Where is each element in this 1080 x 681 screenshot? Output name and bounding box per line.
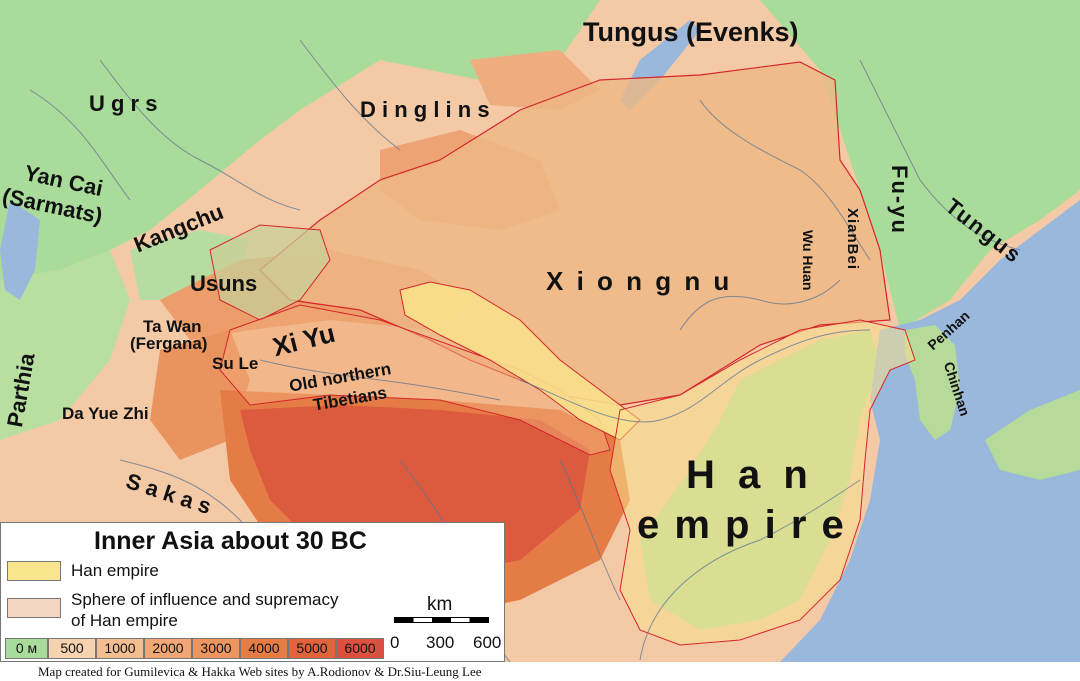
legend-label-sphere-line1: Sphere of influence and supremacy [71, 590, 339, 609]
scale-tick-300: 300 [426, 633, 455, 652]
label-han: H a n [686, 453, 814, 497]
elevation-cell: 2000 [144, 638, 192, 659]
elevation-cell: 1000 [96, 638, 144, 659]
label-xian-bei: XianBei [844, 208, 861, 271]
label-fergana: (Fergana) [130, 334, 208, 353]
rivers [29, 39, 1021, 662]
lowland-northeast [760, 0, 1080, 330]
elevation-cell: 6000 [336, 638, 384, 659]
legend-swatch-han-empire [7, 561, 61, 581]
usuns-region [209, 224, 331, 321]
map-credit: Map created for Gumilevica & Hakka Web s… [38, 664, 482, 679]
legend-label-han-empire: Han empire [71, 561, 159, 580]
label-fu-yu: Fu-yu [887, 165, 912, 235]
label-usuns: Usuns [190, 271, 258, 296]
relief-map [0, 0, 1080, 662]
scale-tick-0: 0 [390, 633, 400, 652]
korea-peninsula [905, 325, 960, 440]
label-ta-wan: Ta Wan [143, 317, 202, 336]
legend-label-sphere-line2: of Han empire [71, 611, 178, 630]
scale-tick-600: 600 [473, 633, 502, 652]
elevation-cell: 5000 [288, 638, 336, 659]
legend-swatch-sphere [7, 598, 61, 618]
label-su-le: Su Le [212, 354, 259, 373]
label-wu-huan: Wu Huan [800, 230, 816, 291]
scale-unit: km [427, 594, 453, 615]
elevation-cell: 4000 [240, 638, 288, 659]
label-ugrs: U g r s [89, 91, 158, 116]
japan-islands [985, 390, 1080, 480]
label-da-yue-zhi: Da Yue Zhi [62, 404, 149, 423]
legend-title: Inner Asia about 30 BC [94, 527, 367, 555]
lowland-north [0, 0, 600, 280]
han-empire-territory [609, 319, 916, 646]
elevation-scale: 0 м 500 1000 2000 3000 4000 5000 6000 [5, 638, 384, 659]
label-tungus-evenks: Tungus (Evenks) [583, 17, 799, 47]
label-xiongnu: X i o n g n u [546, 266, 733, 296]
scale-bar [394, 617, 489, 623]
elevation-cell: 500 [48, 638, 96, 659]
label-empire: e m p i r e [637, 503, 846, 547]
map-legend: Inner Asia about 30 BC Han empire Sphere… [0, 522, 505, 662]
label-dinglins: D i n g l i n s [360, 97, 490, 122]
lowland-west [0, 250, 130, 440]
elevation-cell: 0 м [5, 638, 48, 659]
caspian-sea [0, 200, 40, 300]
elevation-cell: 3000 [192, 638, 240, 659]
xiyu-region [219, 304, 611, 456]
